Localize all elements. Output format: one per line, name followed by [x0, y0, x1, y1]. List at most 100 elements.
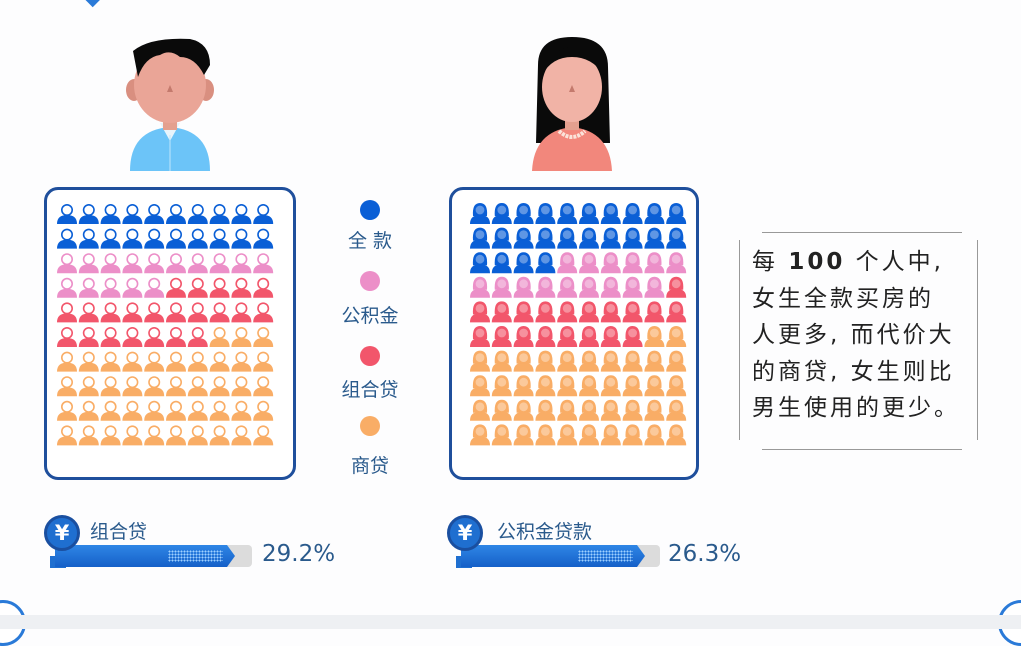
female-person-icon-commercial-loan [470, 399, 490, 421]
male-person-icon-full-payment [100, 203, 121, 224]
male-person-icon-combined-loan [122, 302, 143, 323]
female-person-icon-commercial-loan [600, 399, 621, 421]
female-person-icon-combined-loan [491, 301, 512, 323]
male-person-icon-combined-loan [166, 302, 186, 323]
female-person-icon-commercial-loan [513, 424, 534, 446]
female-person-icon-commercial-loan [666, 375, 687, 397]
male-person-icon-full-payment [100, 228, 121, 249]
male-person-icon-provident-fund [253, 253, 274, 274]
female-person-icon-full-payment [557, 203, 578, 224]
male-person-icon-full-payment [209, 203, 230, 224]
female-person-icon-commercial-loan [579, 399, 599, 421]
female-person-icon-combined-loan [579, 326, 599, 347]
female-person-icon-full-payment [579, 203, 599, 224]
female-person-icon-provident-fund [600, 252, 621, 274]
male-person-icon-commercial-loan [166, 351, 186, 372]
female-person-icon-full-payment [622, 227, 643, 249]
male-person-icon-provident-fund [100, 277, 121, 298]
female-person-icon-commercial-loan [535, 375, 556, 397]
male-person-icon-provident-fund [144, 253, 165, 274]
male-person-icon-combined-loan [100, 302, 121, 323]
yen-icon: ¥ [447, 515, 483, 551]
male-person-icon-full-payment [231, 203, 252, 224]
male-person-icon-commercial-loan [100, 351, 121, 372]
female-person-icon-full-payment [513, 252, 534, 274]
female-person-icon-commercial-loan [600, 424, 621, 446]
female-avatar [532, 37, 612, 171]
female-person-icon-commercial-loan [600, 350, 621, 372]
female-person-icon-full-payment [579, 227, 599, 249]
yen-icon: ¥ [44, 515, 80, 551]
note-line: 人更多, 而代价大 [752, 322, 955, 348]
male-person-icon-combined-loan [144, 302, 165, 323]
male-person-icon-full-payment [187, 228, 208, 249]
female-person-icon-full-payment [470, 203, 490, 224]
male-person-icon-commercial-loan [122, 376, 143, 397]
female-person-icon-commercial-loan [470, 350, 490, 372]
female-person-icon-commercial-loan [666, 424, 687, 446]
female-person-icon-combined-loan [600, 326, 621, 347]
female-person-icon-commercial-loan [622, 399, 643, 421]
female-person-icon-commercial-loan [491, 375, 512, 397]
female-person-icon-full-payment [535, 203, 556, 224]
male-person-icon-commercial-loan [231, 376, 252, 397]
male-person-icon-commercial-loan [78, 400, 99, 421]
female-person-icon-full-payment [644, 203, 665, 224]
female-person-icon-provident-fund [557, 276, 578, 298]
male-person-icon-commercial-loan [166, 400, 186, 421]
female-person-icon-provident-fund [513, 276, 534, 298]
female-person-icon-commercial-loan [622, 350, 643, 372]
male-person-icon-commercial-loan [253, 400, 274, 421]
legend-dot-full-payment [360, 200, 380, 220]
male-person-icon-combined-loan [187, 327, 208, 347]
female-person-icon-commercial-loan [513, 399, 534, 421]
male-person-icon-commercial-loan [100, 400, 121, 421]
male-person-icon-commercial-loan [209, 327, 230, 347]
male-person-icon-full-payment [253, 228, 274, 249]
female-person-icon-commercial-loan [622, 375, 643, 397]
male-person-icon-commercial-loan [166, 376, 186, 397]
female-person-icon-combined-loan [579, 301, 599, 323]
male-person-icon-combined-loan [231, 277, 252, 298]
male-person-icon-commercial-loan [253, 351, 274, 372]
bottom-band [0, 615, 1021, 629]
female-person-icon-provident-fund [600, 276, 621, 298]
female-person-icon-commercial-loan [535, 350, 556, 372]
female-person-icon-provident-fund [622, 252, 643, 274]
female-person-icon-commercial-loan [513, 375, 534, 397]
male-person-icon-full-payment [231, 228, 252, 249]
legend-label-provident-fund: 公积金 [341, 305, 399, 327]
female-person-icon-commercial-loan [557, 350, 578, 372]
note-line: 每 [752, 249, 789, 275]
female-person-icon-full-payment [535, 252, 556, 274]
male-person-icon-provident-fund [57, 253, 77, 274]
female-person-icon-combined-loan [557, 326, 578, 347]
bar-label: 组合贷 [90, 521, 148, 543]
male-person-icon-commercial-loan [78, 351, 99, 372]
female-person-icon-combined-loan [470, 326, 490, 347]
female-person-icon-commercial-loan [666, 326, 687, 347]
female-person-icon-commercial-loan [557, 375, 578, 397]
legend-dot-provident-fund [360, 271, 380, 291]
male-person-icon-combined-loan [78, 302, 99, 323]
male-person-icon-commercial-loan [209, 425, 230, 446]
female-person-icon-commercial-loan [644, 424, 665, 446]
male-person-icon-combined-loan [209, 277, 230, 298]
female-person-icon-full-payment [470, 252, 490, 274]
female-person-icon-commercial-loan [491, 350, 512, 372]
female-person-icon-commercial-loan [535, 424, 556, 446]
female-person-icon-commercial-loan [579, 375, 599, 397]
male-person-icon-provident-fund [166, 253, 186, 274]
male-person-icon-full-payment [253, 203, 274, 224]
female-person-icon-full-payment [513, 227, 534, 249]
male-person-icon-combined-loan [187, 302, 208, 323]
male-person-icon-commercial-loan [57, 400, 77, 421]
male-person-icon-commercial-loan [231, 351, 252, 372]
bar-percent: 29.2% [262, 541, 336, 567]
male-person-icon-commercial-loan [209, 400, 230, 421]
male-person-icon-commercial-loan [144, 425, 165, 446]
bar-label: 公积金贷款 [497, 521, 593, 543]
note-number: 100 [788, 249, 846, 275]
female-person-icon-combined-loan [622, 301, 643, 323]
female-person-icon-commercial-loan [557, 424, 578, 446]
